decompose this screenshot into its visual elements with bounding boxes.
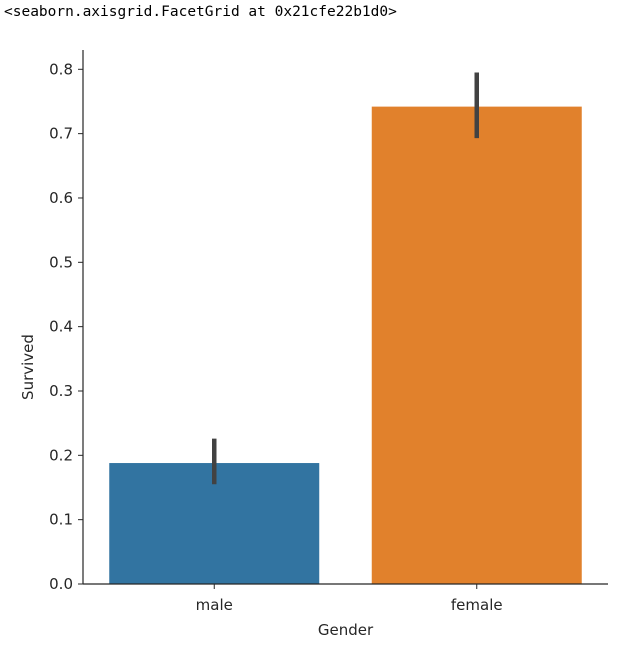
y-tick-label: 0.8 [49, 60, 73, 78]
y-tick-label: 0.4 [49, 318, 73, 336]
x-tick-label: female [451, 596, 503, 614]
y-tick-label: 0.2 [49, 446, 73, 464]
error-bars-group [212, 72, 479, 485]
y-tick-label: 0.1 [49, 511, 73, 529]
y-axis: 0.0 0.1 0.2 0.3 0.4 0.5 0.6 0.7 0.8 [49, 50, 84, 593]
x-axis: male female [83, 583, 608, 614]
bar-female [371, 106, 582, 584]
y-tick-label: 0.7 [49, 125, 73, 143]
x-tick-label: male [196, 596, 233, 614]
y-tick-label: 0.6 [49, 189, 73, 207]
y-axis-label: Survived [19, 334, 37, 400]
bars-group [109, 106, 582, 584]
y-tick-label: 0.0 [49, 575, 73, 593]
y-tick-label: 0.5 [49, 253, 73, 271]
cell-output-text: <seaborn.axisgrid.FacetGrid at 0x21cfe22… [4, 4, 397, 20]
x-axis-label: Gender [318, 621, 374, 639]
y-tick-label: 0.3 [49, 382, 73, 400]
